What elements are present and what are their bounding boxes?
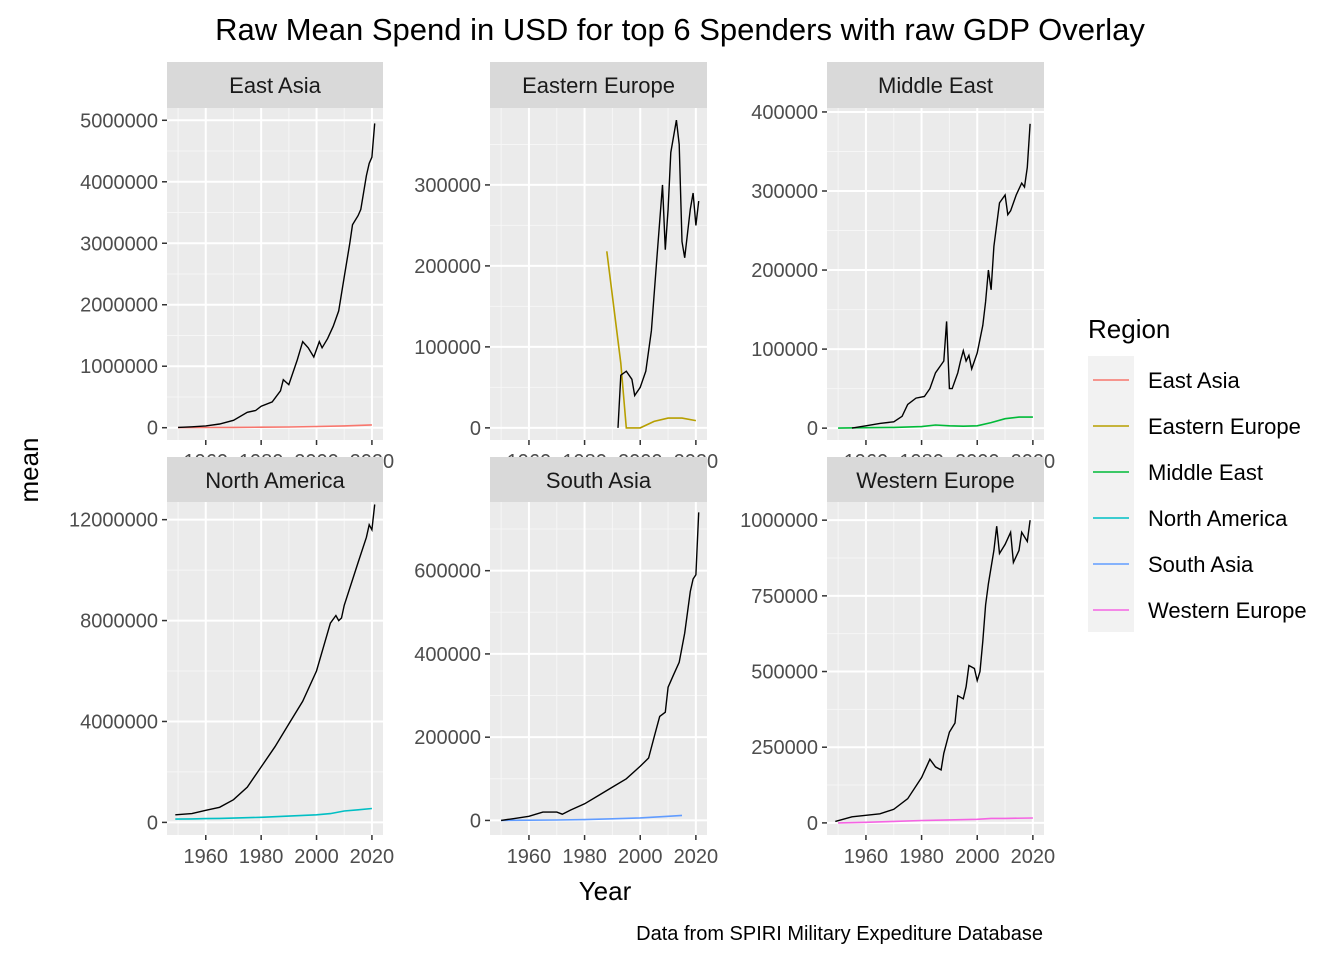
spend-line-middle-east	[838, 416, 1033, 429]
y-tick-label: 500000	[751, 662, 818, 684]
strip-label: East Asia	[229, 73, 321, 98]
y-tick-label: 300000	[751, 181, 818, 203]
x-tick-label: 1960	[844, 846, 889, 868]
strip-label: Western Europe	[856, 468, 1015, 493]
y-tick-label: 0	[807, 813, 818, 835]
panel-background	[827, 502, 1044, 835]
spend-line-western-europe	[838, 817, 1033, 824]
x-tick-label: 1960	[507, 846, 552, 868]
y-tick-label: 12000000	[69, 510, 158, 532]
gdp-line-north-america	[175, 504, 376, 816]
y-tick-label: 0	[470, 418, 481, 440]
strip-middle-east	[827, 62, 1044, 108]
gdp-line-middle-east	[851, 123, 1031, 429]
spend-line-south-asia	[501, 814, 683, 822]
strip-east-asia	[167, 62, 383, 108]
y-tick-label: 1000000	[80, 356, 158, 378]
chart-title: Raw Mean Spend in USD for top 6 Spenders…	[215, 12, 1145, 47]
y-tick-label: 1000000	[740, 510, 818, 532]
legend-label: Eastern Europe	[1148, 414, 1301, 439]
gdp-line-east-asia	[178, 123, 376, 429]
y-tick-label: 200000	[414, 256, 481, 278]
caption: Data from SPIRI Military Expediture Data…	[636, 923, 1043, 945]
x-axis-title: Year	[579, 876, 632, 906]
x-tick-label: 1980	[562, 846, 607, 868]
x-tick-label: 2020	[350, 846, 395, 868]
x-tick-label: 2000	[294, 846, 339, 868]
panel-east-asia: East Asia 0 1000000 2000000 3000000 4000000 50…	[80, 62, 394, 473]
gdp-line-western-europe	[835, 520, 1031, 823]
strip-label: Eastern Europe	[522, 73, 675, 98]
spend-line-eastern-europe	[606, 251, 697, 429]
y-tick-label: 2000000	[80, 295, 158, 317]
panel-north-america: North America 0 4000000 8000000 12000000 1960…	[69, 457, 394, 868]
spend-line-east-asia	[178, 424, 372, 429]
panels: East Asia0100000020000003000000400000050…	[69, 62, 1055, 868]
gdp-line-south-asia	[501, 512, 700, 822]
y-tick-label: 0	[807, 418, 818, 440]
panel-background	[490, 502, 707, 835]
x-tick-label: 2020	[1011, 846, 1056, 868]
x-tick-label: 2000	[955, 846, 1000, 868]
spend-line-north-america	[175, 807, 372, 820]
x-tick-label: 1980	[899, 846, 944, 868]
y-tick-label: 250000	[751, 737, 818, 759]
strip-eastern-europe	[490, 62, 707, 108]
panel-background	[827, 108, 1044, 440]
y-tick-label: 600000	[414, 561, 481, 583]
strip-label: North America	[205, 468, 345, 493]
x-tick-label: 1960	[184, 846, 229, 868]
y-tick-label: 200000	[751, 260, 818, 282]
legend-label: Middle East	[1148, 460, 1263, 485]
y-tick-label: 0	[147, 812, 158, 834]
x-tick-label: 1980	[239, 846, 284, 868]
strip-label: Middle East	[878, 73, 993, 98]
strip-south-asia	[490, 457, 707, 503]
panel-south-asia: South Asia 0 200000 400000 600000 1960 1980 200…	[414, 457, 718, 868]
y-tick-label: 200000	[414, 727, 481, 749]
y-tick-label: 4000000	[80, 172, 158, 194]
y-tick-label: 5000000	[80, 110, 158, 132]
gdp-line-eastern-europe	[617, 119, 700, 428]
y-axis-title: mean	[14, 437, 44, 502]
legend: Region East Asia Eastern Europe Middle Eas…	[1088, 314, 1307, 632]
legend-label: East Asia	[1148, 368, 1240, 393]
strip-north-america	[167, 457, 383, 503]
y-tick-label: 100000	[751, 339, 818, 361]
strip-label: South Asia	[546, 468, 652, 493]
panel-background	[167, 502, 383, 835]
y-tick-label: 0	[470, 810, 481, 832]
legend-label: Western Europe	[1148, 598, 1307, 623]
y-tick-label: 400000	[751, 102, 818, 124]
legend-label: North America	[1148, 506, 1288, 531]
y-tick-label: 8000000	[80, 611, 158, 633]
panel-background	[490, 108, 707, 440]
y-tick-label: 3000000	[80, 233, 158, 255]
y-tick-label: 100000	[414, 337, 481, 359]
y-tick-label: 4000000	[80, 711, 158, 733]
y-tick-label: 400000	[414, 644, 481, 666]
legend-label: South Asia	[1148, 552, 1254, 577]
x-tick-label: 2000	[618, 846, 663, 868]
x-tick-label: 2020	[674, 846, 719, 868]
legend-key-background	[1088, 356, 1134, 632]
y-tick-label: 750000	[751, 586, 818, 608]
strip-western-europe	[827, 457, 1044, 503]
panel-western-europe: Western Europe 0 250000 500000 750000 1000000…	[740, 457, 1055, 868]
y-tick-label: 0	[147, 418, 158, 440]
legend-title: Region	[1088, 314, 1170, 344]
y-tick-label: 300000	[414, 175, 481, 197]
